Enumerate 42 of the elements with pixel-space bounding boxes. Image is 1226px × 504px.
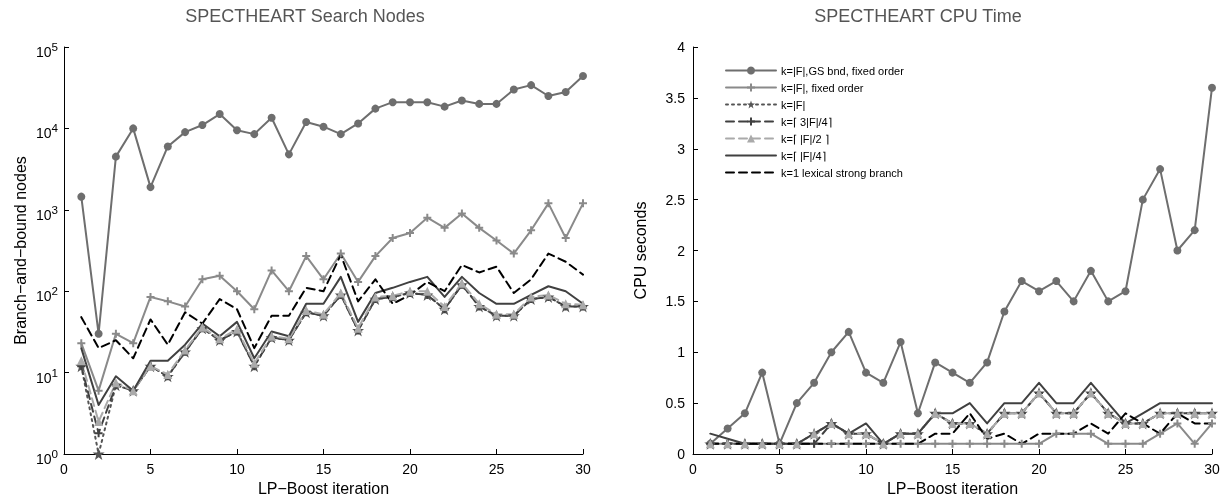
x-tick-label: 30 bbox=[1204, 461, 1220, 477]
y-tick-label: 2 bbox=[677, 242, 686, 259]
x-axis-title: LP−Boost iteration bbox=[886, 480, 1019, 498]
y-tick-label: 2.5 bbox=[665, 191, 686, 208]
x-axis-title: LP−Boost iteration bbox=[257, 480, 390, 498]
x-tick-label: 5 bbox=[146, 461, 155, 477]
y-tick-label: 3.5 bbox=[665, 89, 686, 106]
legend-label: k=|F|,GS bnd, fixed order bbox=[781, 64, 905, 77]
y-tick-label: 3 bbox=[677, 140, 686, 157]
y-tick-label: 10$^{0}$ bbox=[35, 446, 58, 467]
x-tick-label: 5 bbox=[775, 461, 784, 477]
legend-label: k=⌈ |F|/4⌉ bbox=[781, 149, 826, 162]
y-axis-title: Branch−and−bound nodes bbox=[11, 156, 29, 345]
y-tick-label: 0.5 bbox=[665, 395, 686, 412]
legend-label: k=⌈ 3|F|/4⌉ bbox=[781, 115, 832, 128]
x-tick-label: 25 bbox=[488, 461, 505, 477]
y-tick-label: 10$^{3}$ bbox=[35, 201, 58, 223]
y-tick-label: 1.5 bbox=[665, 293, 686, 310]
x-tick-label: 10 bbox=[858, 461, 874, 477]
x-tick-label: 20 bbox=[1031, 461, 1047, 477]
x-tick-label: 25 bbox=[1117, 461, 1134, 477]
y-tick-label: 10$^{4}$ bbox=[35, 120, 58, 142]
x-tick-label: 0 bbox=[689, 461, 698, 477]
x-tick-label: 15 bbox=[944, 461, 961, 477]
x-tick-label: 10 bbox=[229, 461, 245, 477]
y-tick-label: 10$^{2}$ bbox=[35, 283, 58, 304]
y-tick-label: 4 bbox=[677, 39, 686, 55]
chart-title: SPECTHEART CPU Time bbox=[814, 6, 1022, 26]
x-tick-label: 0 bbox=[60, 461, 69, 477]
legend-label: k=|F| bbox=[781, 98, 806, 111]
chart-title: SPECTHEART Search Nodes bbox=[185, 6, 425, 26]
y-tick-label: 1 bbox=[677, 344, 686, 361]
x-tick-label: 20 bbox=[402, 461, 418, 477]
y-tick-label: 10$^{5}$ bbox=[35, 39, 58, 60]
legend-label: k=1 lexical strong branch bbox=[781, 166, 903, 179]
legend-label: k=⌈ |F|/2 ⌉ bbox=[781, 132, 829, 145]
x-tick-label: 15 bbox=[315, 461, 332, 477]
x-tick-label: 30 bbox=[575, 461, 591, 477]
y-axis-title: CPU seconds bbox=[631, 201, 649, 300]
y-tick-label: 10$^{1}$ bbox=[35, 364, 58, 386]
legend-label: k=|F|, fixed order bbox=[781, 81, 864, 94]
y-tick-label: 0 bbox=[677, 446, 686, 462]
